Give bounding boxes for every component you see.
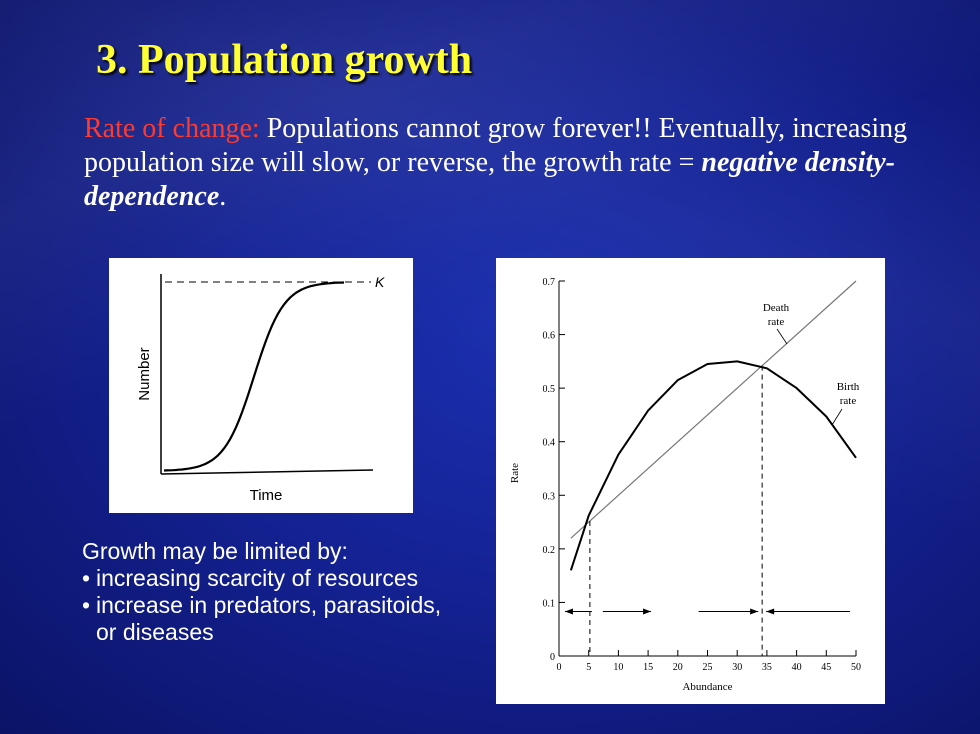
x-tick-label: 5 <box>586 662 591 673</box>
birth-rate-leader <box>831 408 843 426</box>
logistic-x-axis <box>160 469 374 475</box>
y-tick-label: 0.5 <box>543 384 556 395</box>
bullet-icon: • <box>82 565 91 591</box>
limits-heading: Growth may be limited by: <box>82 538 348 564</box>
list-item-text: increase in predators, parasitoids, or d… <box>96 592 442 645</box>
logistic-curve <box>163 281 345 472</box>
x-tick-label: 40 <box>792 662 802 673</box>
birth-death-rate-chart: 0 0.1 0.2 0.3 0.4 0.5 0.6 0.7 0 5 10 15 20 25 30 35 40 45… <box>496 258 885 704</box>
intro-lead: Rate of change: <box>84 113 260 144</box>
x-tick-label: 45 <box>821 662 831 673</box>
death-rate-label-2: rate <box>768 316 785 328</box>
arrow-right-of-unstable-head <box>643 608 652 615</box>
y-tick-label: 0.4 <box>543 438 556 449</box>
x-tick-label: 25 <box>703 662 713 673</box>
death-rate-line <box>570 280 857 539</box>
death-rate-leader <box>776 328 788 345</box>
intro-text: Populations cannot grow forever!! Eventu… <box>84 113 908 178</box>
x-tick-label: 35 <box>762 662 772 673</box>
y-tick-label: 0.6 <box>543 331 556 342</box>
x-tick-label: 15 <box>643 662 653 673</box>
logistic-growth-chart: K Time Number <box>109 258 413 513</box>
arrow-toward-stable-right-head <box>766 608 775 615</box>
y-tick-label: 0.7 <box>543 277 556 288</box>
bullet-icon: • <box>82 592 91 618</box>
y-tick-label: 0.2 <box>543 545 556 556</box>
y-tick-label: 0 <box>550 652 555 663</box>
y-tick-label: 0.1 <box>543 598 556 609</box>
x-tick-label: 50 <box>851 662 861 673</box>
x-tick-label: 30 <box>732 662 742 673</box>
arrow-left-of-unstable-head <box>564 608 573 615</box>
intro-end: . <box>219 181 227 212</box>
logistic-x-label: Time <box>250 487 283 504</box>
list-item: • increasing scarcity of resources <box>82 565 462 592</box>
logistic-y-label: Number <box>136 347 153 400</box>
intro-paragraph: Rate of change: Populations cannot grow … <box>84 112 944 214</box>
birth-rate-label-2: rate <box>840 395 857 407</box>
x-tick-label: 20 <box>673 662 683 673</box>
intro-emphasis: negative density-dependence <box>84 147 895 212</box>
arrow-toward-stable-left-head <box>750 608 759 615</box>
logistic-chart-svg: K Time Number <box>136 274 385 504</box>
death-rate-label-1: Death <box>763 302 790 314</box>
x-tick-label: 10 <box>613 662 623 673</box>
growth-limits-list: Growth may be limited by: • increasing sc… <box>82 538 462 646</box>
x-tick-label: 0 <box>557 662 562 673</box>
rates-y-label: Rate <box>509 463 521 483</box>
list-item-text: increasing scarcity of resources <box>96 565 419 591</box>
birth-rate-curve <box>569 360 857 571</box>
slide-title: 3. Population growth <box>96 37 473 83</box>
rates-x-label: Abundance <box>682 681 732 693</box>
list-item: • increase in predators, parasitoids, or … <box>82 592 462 646</box>
y-tick-label: 0.3 <box>543 491 556 502</box>
logistic-k-label: K <box>375 274 385 290</box>
birth-rate-label-1: Birth <box>837 381 860 393</box>
rates-chart-svg: 0 0.1 0.2 0.3 0.4 0.5 0.6 0.7 0 5 10 15 20 25 30 35 40 45… <box>509 277 861 693</box>
